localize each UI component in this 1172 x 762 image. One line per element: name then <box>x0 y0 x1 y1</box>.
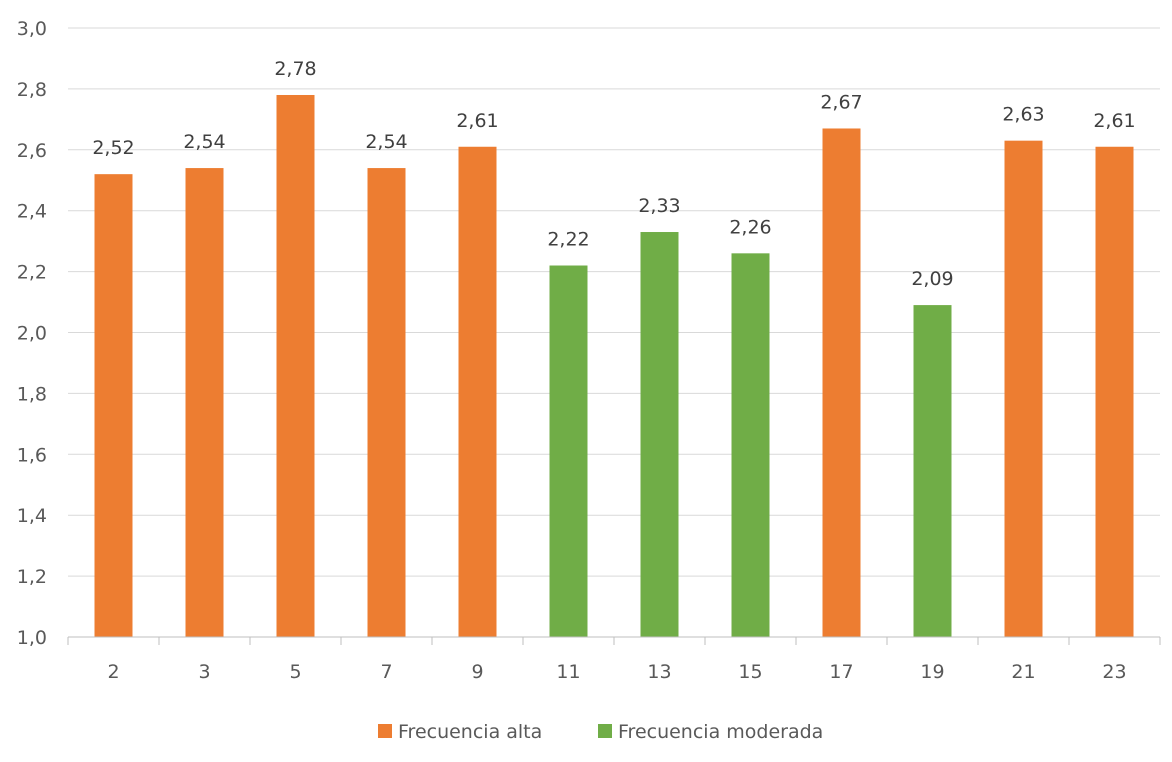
bar-7 <box>367 168 406 637</box>
data-label: 2,52 <box>92 137 134 159</box>
legend-label-frecuencia-moderada: Frecuencia moderada <box>618 721 823 743</box>
data-label: 2,78 <box>274 58 316 80</box>
x-tick-label: 3 <box>198 661 210 683</box>
data-label: 2,26 <box>729 216 771 238</box>
x-tick-label: 7 <box>380 661 392 683</box>
y-tick-label: 2,6 <box>17 140 47 162</box>
y-tick-label: 3,0 <box>17 18 47 40</box>
x-tick-label: 19 <box>920 661 944 683</box>
bar-15 <box>731 253 770 637</box>
bar-23 <box>1095 146 1134 637</box>
legend: Frecuencia alta Frecuencia moderada <box>378 721 823 743</box>
bar-11 <box>549 265 588 637</box>
x-tick-label: 23 <box>1102 661 1126 683</box>
legend-swatch-frecuencia-moderada <box>598 724 612 738</box>
bars <box>94 94 1134 638</box>
y-tick-label: 2,0 <box>17 323 47 345</box>
legend-swatch-frecuencia-alta <box>378 724 392 738</box>
data-label: 2,63 <box>1002 104 1044 126</box>
y-tick-label: 2,2 <box>17 262 47 284</box>
y-tick-label: 1,0 <box>17 627 47 649</box>
bar-17 <box>822 128 861 638</box>
bar-13 <box>640 232 679 637</box>
legend-label-frecuencia-alta: Frecuencia alta <box>398 721 542 743</box>
x-tick-label: 9 <box>471 661 483 683</box>
data-label: 2,67 <box>820 91 862 113</box>
data-label: 2,61 <box>456 110 498 132</box>
data-labels: 2,52 2,54 2,78 2,54 2,61 2,22 2,33 2,26 2,67 2,09… <box>92 58 1135 290</box>
y-tick-label: 1,4 <box>17 505 47 527</box>
y-tick-label: 1,6 <box>17 444 47 466</box>
bar-3 <box>185 168 224 637</box>
x-tick-label: 21 <box>1011 661 1035 683</box>
data-label: 2,09 <box>911 268 953 290</box>
x-tick-label: 17 <box>829 661 853 683</box>
data-label: 2,54 <box>365 131 407 153</box>
data-label: 2,54 <box>183 131 225 153</box>
x-tick-label: 13 <box>647 661 671 683</box>
y-tick-label: 2,8 <box>17 79 47 101</box>
x-tick-label: 11 <box>556 661 580 683</box>
bar-21 <box>1004 140 1043 638</box>
x-tick-label: 15 <box>738 661 762 683</box>
bar-19 <box>913 305 952 637</box>
y-tick-label: 1,8 <box>17 383 47 405</box>
axes: 1,01,21,41,61,82,02,22,42,62,83,02 3 5 7 9 11… <box>17 18 1161 683</box>
gridlines <box>68 27 1160 577</box>
x-tick-label: 5 <box>289 661 301 683</box>
data-label: 2,33 <box>638 195 680 217</box>
data-label: 2,22 <box>547 229 589 251</box>
bar-9 <box>458 146 497 637</box>
bar-2 <box>94 174 133 637</box>
data-label: 2,61 <box>1093 110 1135 132</box>
y-tick-label: 1,2 <box>17 566 47 588</box>
y-tick-label: 2,4 <box>17 201 47 223</box>
bar-5 <box>276 94 315 638</box>
x-tick-label: 2 <box>107 661 119 683</box>
